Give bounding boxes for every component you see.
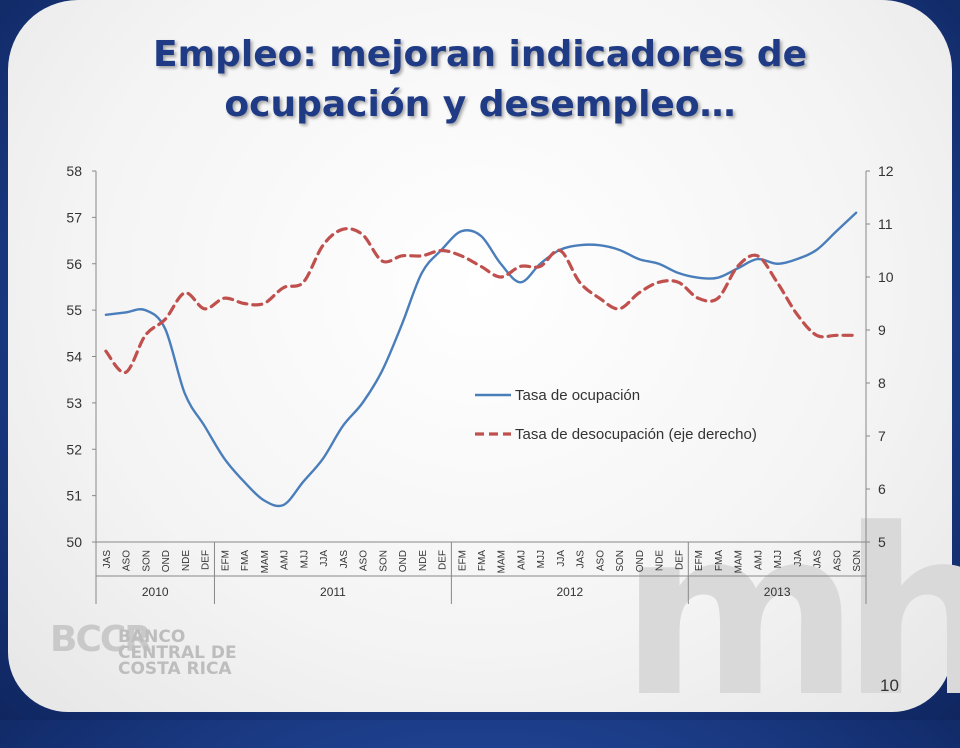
x-tick-label: AMJ xyxy=(516,550,527,570)
left-tick-label: 57 xyxy=(66,209,82,225)
bank-name-line-3: COSTA RICA xyxy=(118,659,232,679)
x-tick-label: OND xyxy=(161,550,172,572)
left-tick-label: 50 xyxy=(66,534,82,550)
right-tick-label: 5 xyxy=(878,534,886,550)
x-tick-label: AMJ xyxy=(280,550,291,570)
left-tick-label: 54 xyxy=(66,349,82,365)
right-tick-label: 7 xyxy=(878,428,886,444)
x-tick-label: JJA xyxy=(556,550,567,567)
x-tick-label: JAS xyxy=(576,550,587,569)
x-tick-label: MAM xyxy=(497,550,508,573)
series-line-desocupacion xyxy=(104,227,858,375)
x-tick-label: AMJ xyxy=(753,550,764,570)
x-tick-label: NDE xyxy=(181,550,192,571)
bccr-monogram: BCCR xyxy=(50,619,152,660)
x-tick-label: JAS xyxy=(102,550,113,569)
x-tick-label: FMA xyxy=(240,550,251,571)
x-tick-label: DEF xyxy=(674,550,685,570)
x-tick-label: OND xyxy=(635,550,646,572)
slide-title: Empleo: mejoran indicadores de ocupación… xyxy=(0,30,960,130)
x-tick-label: ASO xyxy=(122,550,133,571)
left-tick-label: 55 xyxy=(66,302,82,318)
right-tick-label: 12 xyxy=(878,163,894,179)
x-tick-label: MJJ xyxy=(773,550,784,568)
x-tick-label: EFM xyxy=(220,550,231,571)
series-line-ocupacion xyxy=(104,211,858,508)
year-label: 2012 xyxy=(556,585,583,599)
year-label: 2011 xyxy=(320,585,346,599)
x-tick-label: OND xyxy=(398,550,409,572)
right-tick-label: 11 xyxy=(878,216,893,232)
x-tick-label: NDE xyxy=(655,550,666,571)
title-line-2: ocupación y desempleo… xyxy=(224,84,736,125)
x-tick-label: FMA xyxy=(714,550,725,571)
x-tick-label: EFM xyxy=(694,550,705,571)
x-tick-label: SON xyxy=(852,550,863,572)
right-tick-label: 6 xyxy=(878,481,886,497)
x-tick-label: EFM xyxy=(457,550,468,571)
x-tick-label: ASO xyxy=(832,550,843,571)
x-tick-label: MAM xyxy=(734,550,745,573)
bank-name-line-2: CENTRAL DE xyxy=(118,643,237,663)
x-tick-label: SON xyxy=(141,550,152,572)
x-tick-label: MAM xyxy=(260,550,271,573)
x-tick-label: SON xyxy=(378,550,389,572)
left-tick-label: 56 xyxy=(66,256,82,272)
year-label: 2010 xyxy=(142,585,169,599)
page-number: 10 xyxy=(880,676,899,695)
x-tick-label: SON xyxy=(615,550,626,572)
x-tick-label: ASO xyxy=(359,550,370,571)
x-tick-label: FMA xyxy=(477,550,488,571)
right-tick-label: 10 xyxy=(878,269,894,285)
x-tick-label: JJA xyxy=(793,550,804,567)
x-tick-label: JAS xyxy=(339,550,350,569)
slide-background xyxy=(8,0,952,712)
left-tick-label: 52 xyxy=(66,441,82,457)
legend-label: Tasa de ocupación xyxy=(515,387,640,404)
bccr-bank-name: BANCO CENTRAL DE COSTA RICA xyxy=(118,627,318,679)
x-tick-label: MJJ xyxy=(536,550,547,568)
x-tick-label: DEF xyxy=(438,550,449,570)
x-tick-label: NDE xyxy=(418,550,429,571)
left-tick-label: 58 xyxy=(66,163,82,179)
right-tick-label: 8 xyxy=(878,375,886,391)
x-tick-label: MJJ xyxy=(299,550,310,568)
x-tick-label: ASO xyxy=(595,550,606,571)
right-tick-label: 9 xyxy=(878,322,886,338)
x-tick-label: DEF xyxy=(201,550,212,570)
x-tick-label: JJA xyxy=(319,550,330,567)
year-label: 2013 xyxy=(764,585,791,599)
title-line-1: Empleo: mejoran indicadores de xyxy=(152,34,808,75)
left-tick-label: 51 xyxy=(66,488,82,504)
bank-name-line-1: BANCO xyxy=(118,627,186,647)
watermark-mh: mh xyxy=(620,481,960,748)
legend-label: Tasa de desocupación (eje derecho) xyxy=(515,426,757,443)
left-tick-label: 53 xyxy=(66,395,82,411)
x-tick-label: JAS xyxy=(813,550,824,569)
